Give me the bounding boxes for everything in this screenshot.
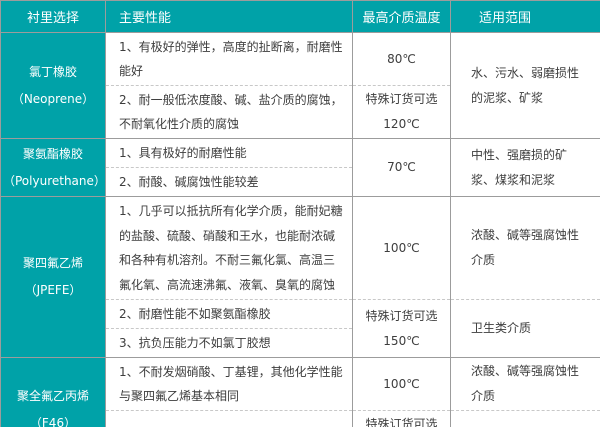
material-name-en: （JPEFE） bbox=[24, 283, 82, 297]
material-name: 氯丁橡胶 bbox=[28, 64, 77, 79]
table-row: 2、耐磨性能不如聚氨酯橡胶 特殊订货可选 150℃ 卫生类介质 bbox=[1, 299, 600, 358]
column-header-lining: 衬里选择 bbox=[0, 0, 106, 33]
application-cell: 中性、强磨损的矿浆、煤浆和泥浆 bbox=[450, 138, 600, 197]
table-row: 聚氨酯橡胶 （Polyurethane） 1、具有极好的耐磨性能 70℃ 中性、… bbox=[0, 138, 600, 197]
table-row: 2、耐一般低浓度酸、碱、盐介质的腐蚀，不耐氧化性介质的腐蚀 特殊订货可选 120… bbox=[1, 85, 600, 139]
performance-cell: 1、有极好的弹性，高度的扯断离，耐磨性能好 bbox=[105, 32, 353, 86]
temperature-cell: 70℃ bbox=[352, 138, 451, 197]
performance-cell: 1、不耐发烟硝酸、丁基锂，其他化学性能与聚四氟乙烯基本相同 bbox=[105, 357, 353, 411]
temperature-cell: 特殊订货可选 150℃ bbox=[352, 299, 451, 358]
temperature-value: 120℃ bbox=[383, 117, 420, 131]
table-row: 2、耐酸、碱腐蚀性能较差 bbox=[1, 167, 600, 197]
table-row: 氯丁橡胶 （Neoprene） 1、有极好的弹性，高度的扯断离，耐磨性能好 80… bbox=[0, 32, 600, 139]
material-cell-ptfe: 聚四氟乙烯 （JPEFE） bbox=[0, 196, 106, 358]
table-row: 2、抗负压能力高于聚四氟乙烯 特殊订货可选 150℃ 卫生类介质 bbox=[1, 410, 600, 427]
temperature-cell: 100℃ bbox=[352, 196, 451, 300]
column-header-performance: 主要性能 bbox=[105, 0, 353, 33]
material-cell-neoprene: 氯丁橡胶 （Neoprene） bbox=[0, 32, 106, 139]
application-cell: 卫生类介质 bbox=[450, 410, 600, 427]
performance-cell: 1、几乎可以抵抗所有化学介质，能耐妃糖的盐酸、硫酸、硝酸和王水，也能耐浓碱和各种… bbox=[105, 196, 353, 300]
material-cell-polyurethane: 聚氨酯橡胶 （Polyurethane） bbox=[0, 138, 106, 197]
material-name-en: （Polyurethane） bbox=[3, 173, 106, 188]
temperature-cell: 特殊订货可选 120℃ bbox=[352, 85, 451, 139]
performance-cell: 2、耐一般低浓度酸、碱、盐介质的腐蚀，不耐氧化性介质的腐蚀 bbox=[105, 85, 353, 139]
application-cell: 水、污水、弱磨损性的泥浆、矿浆 bbox=[450, 32, 600, 139]
material-name-en: （F46） bbox=[29, 416, 77, 427]
temperature-note: 特殊订货可选 bbox=[365, 416, 438, 427]
material-name-en: （Neoprene） bbox=[11, 91, 95, 106]
performance-cell: 2、抗负压能力高于聚四氟乙烯 bbox=[105, 410, 353, 427]
material-name: 聚氨酯橡胶 bbox=[22, 146, 83, 161]
performance-cell: 2、耐酸、碱腐蚀性能较差 bbox=[105, 167, 353, 197]
performance-cell: 1、具有极好的耐磨性能 bbox=[105, 138, 353, 168]
performance-cell: 3、抗负压能力不如氯丁胶想 bbox=[105, 328, 353, 358]
application-cell: 浓酸、碱等强腐蚀性介质 bbox=[450, 196, 600, 300]
table-row: 3、抗负压能力不如氯丁胶想 bbox=[1, 328, 600, 358]
application-cell: 卫生类介质 bbox=[450, 299, 600, 358]
table-row: 聚全氟乙丙烯 （F46） 1、不耐发烟硝酸、丁基锂，其他化学性能与聚四氟乙烯基本… bbox=[0, 357, 600, 427]
material-name: 聚四氟乙烯 bbox=[22, 256, 83, 270]
temperature-note: 特殊订货可选 bbox=[365, 92, 438, 106]
material-name: 聚全氟乙丙烯 bbox=[16, 389, 89, 403]
column-header-max-temperature: 最高介质温度 bbox=[352, 0, 451, 33]
material-cell-f46: 聚全氟乙丙烯 （F46） bbox=[0, 357, 106, 427]
column-header-application: 适用范围 bbox=[450, 0, 600, 33]
performance-cell: 2、耐磨性能不如聚氨酯橡胶 bbox=[105, 299, 353, 329]
temperature-value: 150℃ bbox=[383, 333, 420, 348]
table-row: 聚四氟乙烯 （JPEFE） 1、几乎可以抵抗所有化学介质，能耐妃糖的盐酸、硫酸、… bbox=[0, 196, 600, 358]
temperature-cell: 100℃ bbox=[352, 357, 451, 411]
table-header: 衬里选择 主要性能 最高介质温度 适用范围 bbox=[0, 0, 600, 33]
temperature-cell: 80℃ bbox=[352, 32, 451, 86]
temperature-note: 特殊订货可选 bbox=[365, 308, 438, 323]
application-cell: 浓酸、碱等强腐蚀性介质 bbox=[450, 357, 600, 411]
temperature-cell: 特殊订货可选 150℃ bbox=[352, 410, 451, 427]
